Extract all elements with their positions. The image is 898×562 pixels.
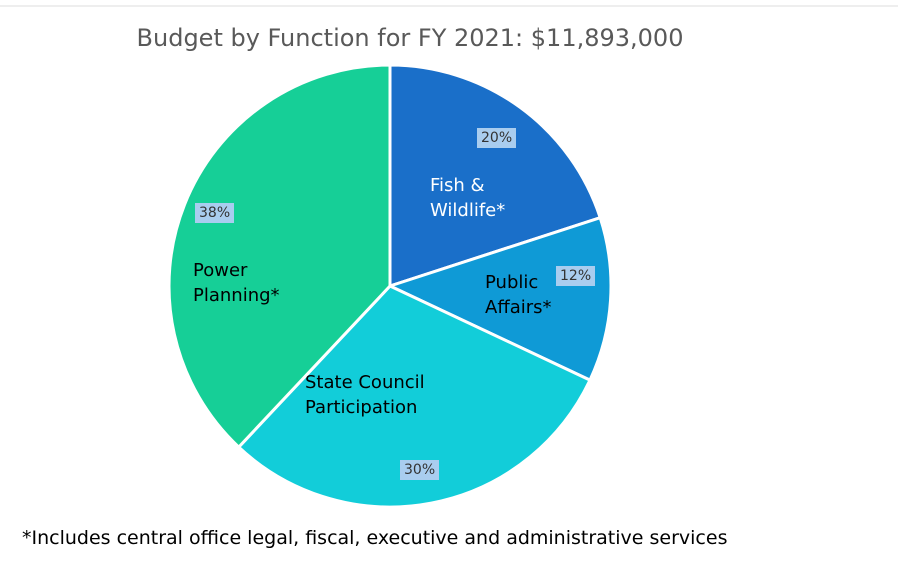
value-label: 38%	[195, 203, 235, 223]
value-label: 12%	[556, 266, 596, 286]
pie-slice	[385, 215, 613, 383]
slice-label: Fish & Wildlife*	[430, 175, 506, 221]
slice-label: Power Planning*	[193, 260, 280, 306]
pie-slice	[236, 284, 592, 509]
slice-label: Public Affairs*	[485, 272, 552, 318]
value-label: 30%	[400, 460, 440, 480]
value-label: 20%	[477, 128, 517, 148]
chart-title: Budget by Function for FY 2021: $11,893,…	[136, 24, 684, 52]
pie-slice	[388, 63, 603, 289]
footnote: *Includes central office legal, fiscal, …	[22, 527, 728, 549]
pie-slice	[167, 63, 392, 450]
slice-label: State Council Participation	[305, 372, 425, 418]
